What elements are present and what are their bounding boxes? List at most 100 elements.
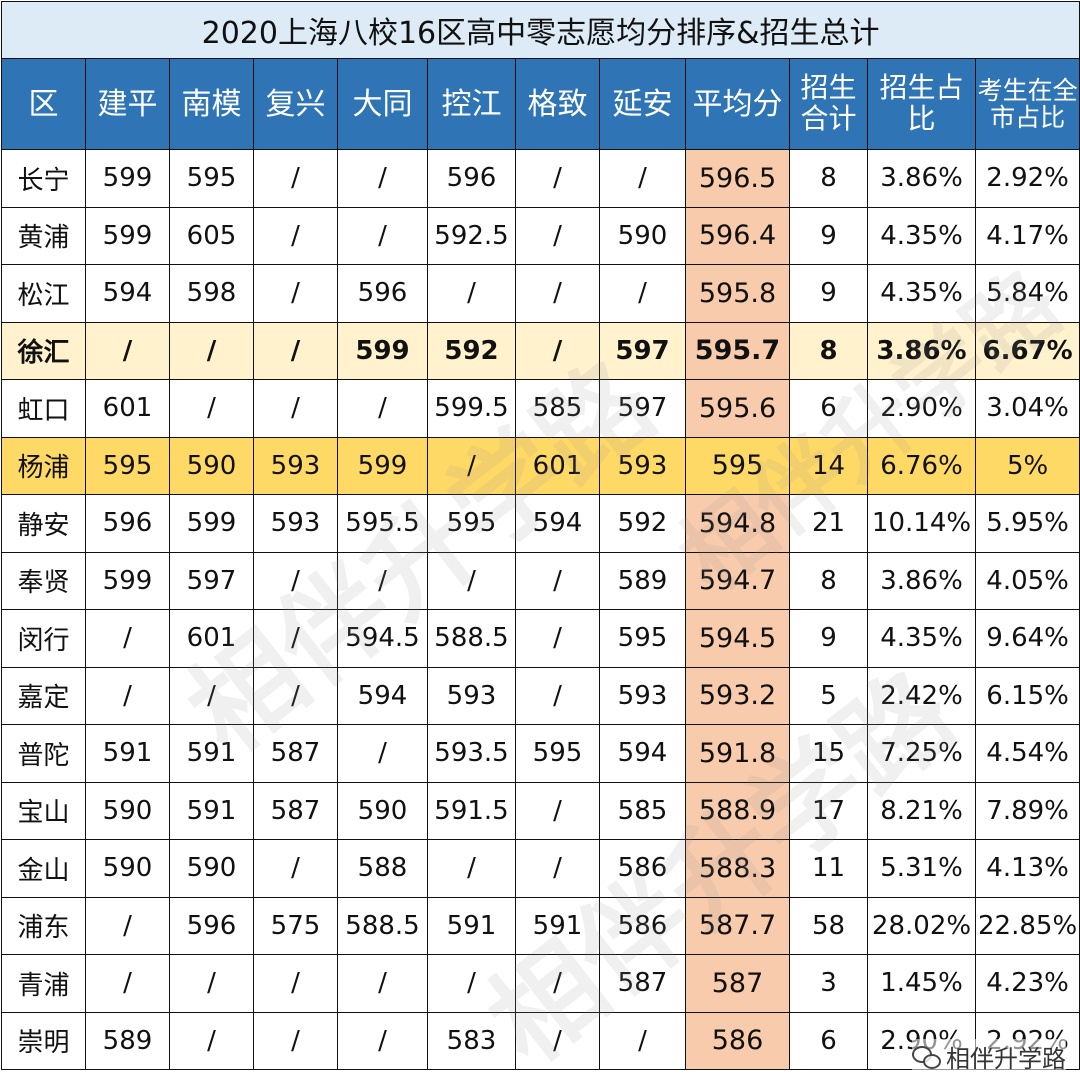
table-cell: 593 xyxy=(427,666,516,725)
table-cell: / xyxy=(253,839,338,898)
table-cell: / xyxy=(253,609,338,668)
table-cell: 22.85% xyxy=(974,896,1080,955)
col-header-jianping: 建平 xyxy=(85,58,170,150)
table-cell: / xyxy=(85,666,170,725)
table-cell: 14 xyxy=(789,436,868,495)
table-cell: 589 xyxy=(85,1011,170,1070)
table-cell: / xyxy=(169,666,254,725)
district-cell: 崇明 xyxy=(1,1011,86,1070)
table-cell: / xyxy=(85,896,170,955)
table-cell: / xyxy=(253,551,338,610)
table-cell: 4.05% xyxy=(974,551,1080,610)
table-cell: 601 xyxy=(515,436,600,495)
table-cell: 601 xyxy=(85,379,170,438)
col-header-kongjiang: 控江 xyxy=(427,58,516,150)
table-cell: / xyxy=(337,379,428,438)
table-cell: / xyxy=(599,264,686,323)
table-row: 宝山 590 591 587 590 591.5/585 588.9 17 8.21% 7.89% xyxy=(1,781,1080,840)
table-cell: / xyxy=(515,954,600,1013)
table-cell: 58 xyxy=(789,896,868,955)
table-cell: 21 xyxy=(789,494,868,553)
col-header-yanan: 延安 xyxy=(599,58,686,150)
table-cell: 8 xyxy=(789,321,868,380)
table-cell: 6 xyxy=(789,1011,868,1070)
table-cell: 595 xyxy=(427,494,516,553)
table-cell: 10.14% xyxy=(867,494,976,553)
average-cell: 593.2 xyxy=(685,666,790,725)
table-cell: / xyxy=(253,666,338,725)
table-cell: / xyxy=(599,149,686,208)
table-body: 长宁 599 595//596//596.5 8 3.86% 2.92% 黄浦 599 605/… xyxy=(1,149,1080,1070)
col-header-gezhi: 格致 xyxy=(515,58,600,150)
table-cell: / xyxy=(337,724,428,783)
average-cell: 595.7 xyxy=(685,321,790,380)
table-cell: / xyxy=(85,321,170,380)
table-cell: 5.95% xyxy=(974,494,1080,553)
table-cell: 596 xyxy=(169,896,254,955)
brand-label: 相伴升学路 xyxy=(912,1039,1066,1074)
table-row: 浦东/596 575 588.5 591 591 586 587.7 58 28.02% 22.8… xyxy=(1,896,1080,955)
table-cell: / xyxy=(515,1011,600,1070)
table-cell: 592 xyxy=(427,321,516,380)
table-row: 青浦 / / / / //587 587 3 1.45% 4.23% xyxy=(1,954,1080,1013)
table-cell: 595 xyxy=(515,724,600,783)
table-cell: / xyxy=(337,149,428,208)
table-cell: 6.67% xyxy=(974,321,1080,380)
table-cell: 596 xyxy=(337,264,428,323)
table-cell: / xyxy=(515,206,600,265)
table-cell: 599 xyxy=(85,551,170,610)
table-cell: 15 xyxy=(789,724,868,783)
table-cell: / xyxy=(253,1011,338,1070)
brand-name: 相伴升学路 xyxy=(946,1045,1066,1073)
table-cell: 575 xyxy=(253,896,338,955)
table-cell: 2.42% xyxy=(867,666,976,725)
table-title: 2020上海八校16区高中零志愿均分排序&招生总计 xyxy=(0,1,1080,59)
table-cell: 593 xyxy=(599,666,686,725)
table-cell: / xyxy=(85,609,170,668)
table-cell: 11 xyxy=(789,839,868,898)
col-header-datong: 大同 xyxy=(337,58,428,150)
district-cell: 长宁 xyxy=(1,149,86,208)
table-cell: 588.5 xyxy=(427,609,516,668)
table-row: 徐汇 / //599 592/597 595.7 8 3.86% 6.67% xyxy=(1,321,1080,380)
table-cell: 4.35% xyxy=(867,206,976,265)
table-row: 静安 596 599 593 595.5 595 594 592 594.8 21 10.14% 5.… xyxy=(1,494,1080,553)
table-cell: / xyxy=(515,609,600,668)
table-cell: 4.35% xyxy=(867,264,976,323)
table-cell: 17 xyxy=(789,781,868,840)
table-cell: 9 xyxy=(789,609,868,668)
table-cell: / xyxy=(337,206,428,265)
table-cell: 3.86% xyxy=(867,149,976,208)
table-cell: 585 xyxy=(599,781,686,840)
table-cell: 591 xyxy=(169,781,254,840)
table-cell: / xyxy=(253,149,338,208)
table-cell: / xyxy=(253,379,338,438)
district-cell: 浦东 xyxy=(1,896,86,955)
table-cell: 599 xyxy=(85,206,170,265)
table-cell: 3.86% xyxy=(867,321,976,380)
district-cell: 虹口 xyxy=(1,379,86,438)
table-cell: 587 xyxy=(599,954,686,1013)
table-cell: / xyxy=(169,1011,254,1070)
score-table: 2020上海八校16区高中零志愿均分排序&招生总计 区 建平 南模 复兴 大同 … xyxy=(0,1,1080,1070)
table-cell: 5% xyxy=(974,436,1080,495)
table-cell: / xyxy=(169,379,254,438)
table-cell: 586 xyxy=(599,896,686,955)
table-cell: 593 xyxy=(253,494,338,553)
district-cell: 静安 xyxy=(1,494,86,553)
table-cell: 586 xyxy=(599,839,686,898)
col-header-average: 平均分 xyxy=(685,58,790,150)
col-header-district: 区 xyxy=(1,58,86,150)
table-cell: / xyxy=(599,1011,686,1070)
table-cell: 3.86% xyxy=(867,551,976,610)
table-cell: 590 xyxy=(169,436,254,495)
table-cell: 595 xyxy=(599,609,686,668)
table-cell: 591 xyxy=(427,896,516,955)
table-cell: 590 xyxy=(85,781,170,840)
average-cell: 591.8 xyxy=(685,724,790,783)
table-cell: 592.5 xyxy=(427,206,516,265)
table-cell: 5.31% xyxy=(867,839,976,898)
average-cell: 594.5 xyxy=(685,609,790,668)
table-cell: 4.54% xyxy=(974,724,1080,783)
table-cell: 590 xyxy=(85,839,170,898)
